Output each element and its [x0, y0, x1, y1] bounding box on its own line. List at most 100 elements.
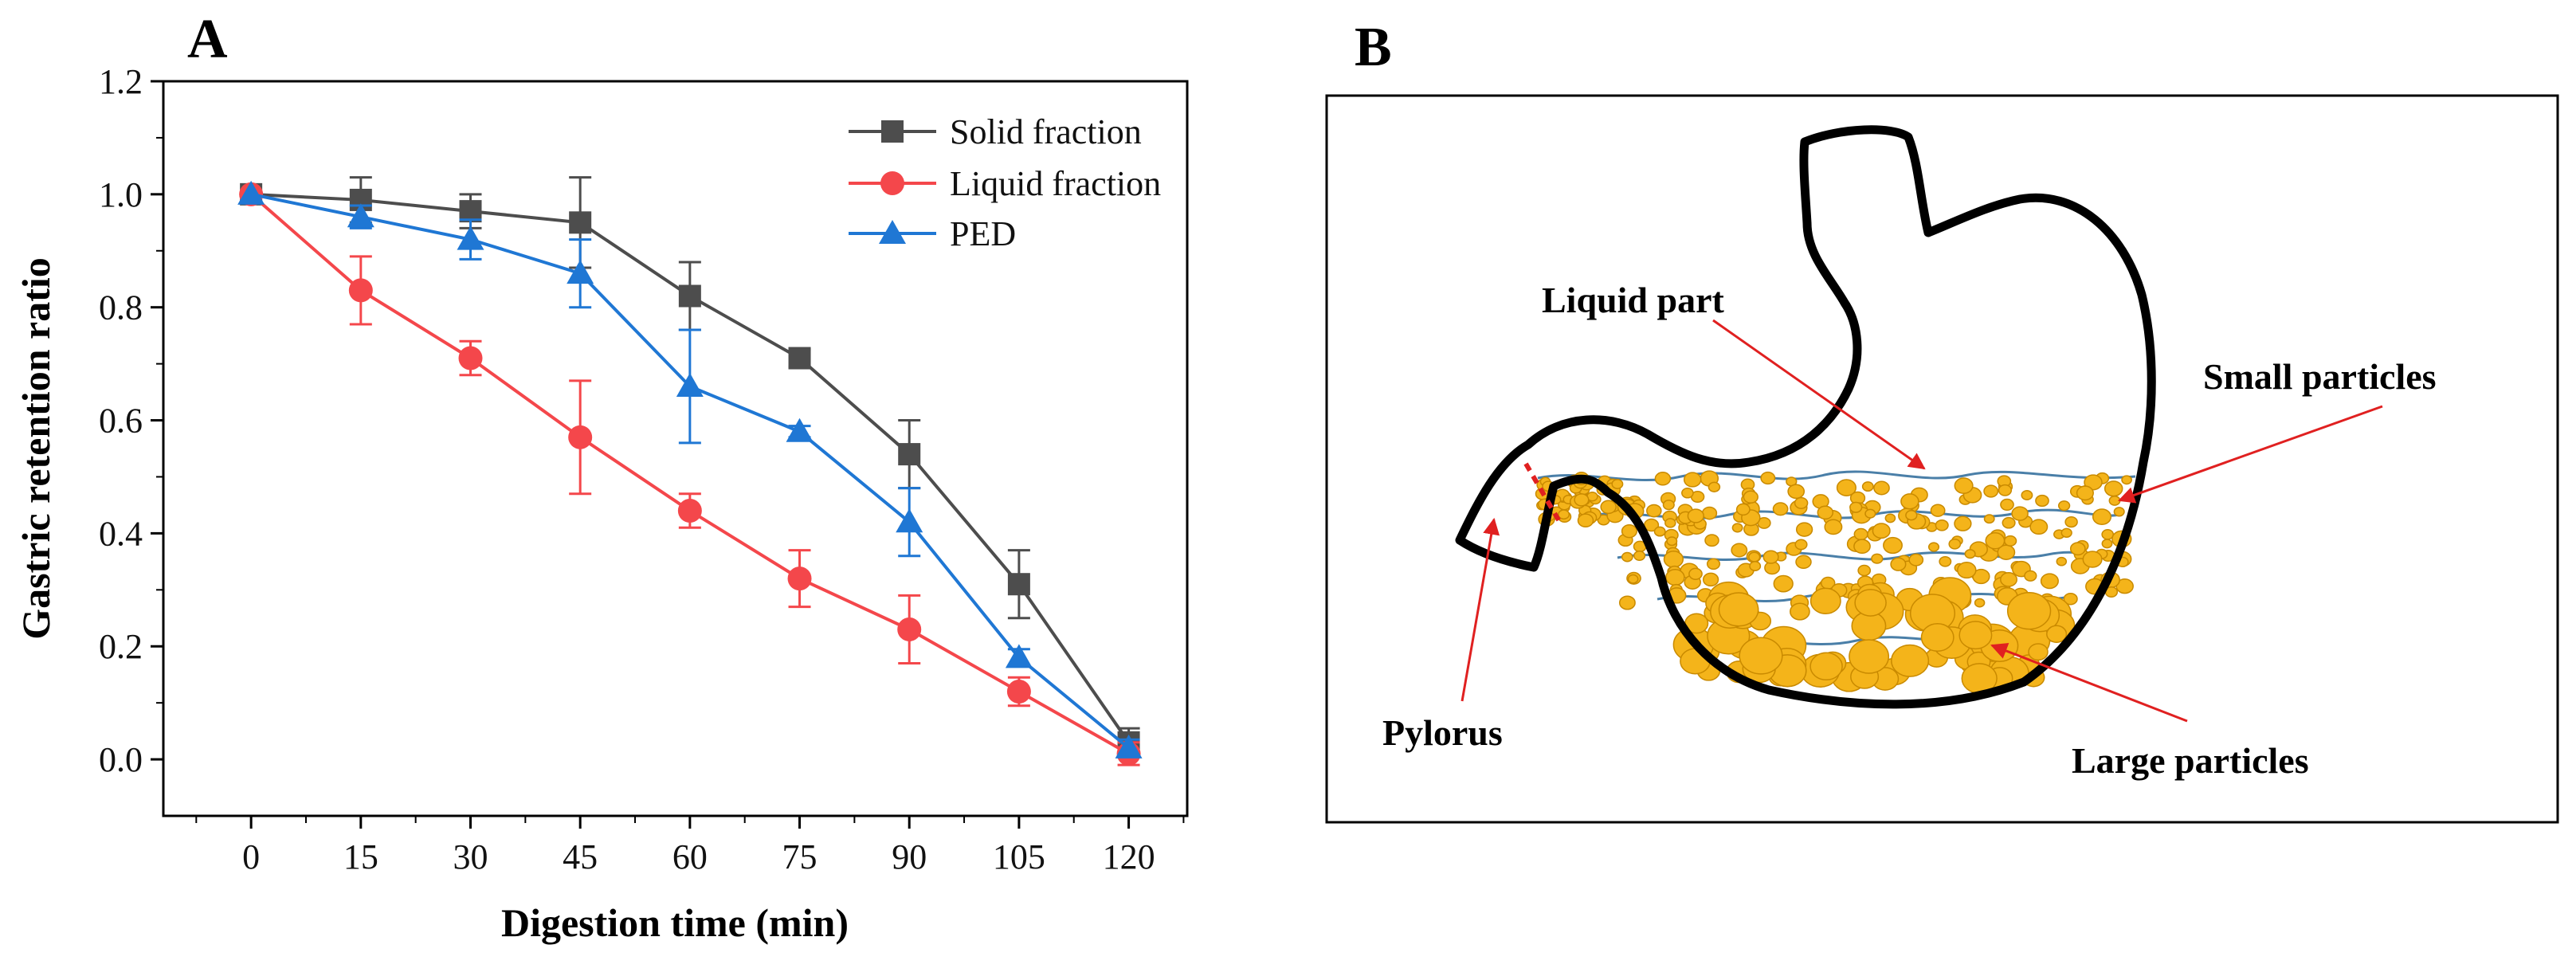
y-tick-label: 1.2: [99, 62, 143, 101]
x-tick-label: 45: [563, 837, 598, 876]
legend-item-solid: Solid fraction: [849, 112, 1142, 151]
particle: [1681, 488, 1694, 499]
particle: [1773, 574, 1794, 593]
data-point: [568, 425, 593, 449]
particle: [1621, 524, 1637, 539]
particle: [1864, 508, 1876, 519]
particle: [2069, 542, 2086, 556]
series-solid-fraction: [240, 176, 1140, 759]
particle: [2002, 516, 2016, 529]
particle: [1687, 508, 1704, 523]
y-tick-label: 0.2: [99, 627, 143, 666]
x-tick-label: 0: [242, 837, 260, 876]
particle: [1900, 493, 1919, 510]
x-tick-label: 15: [343, 837, 378, 876]
particle: [1853, 539, 1871, 555]
label-liquid-part: Liquid part: [1542, 280, 1724, 320]
panel-a-chart: A 0.0 0.2 0.4 0.6 0.8 1.0 1.2 0 15 30 45 60 75 90 105…: [14, 9, 1189, 945]
data-point: [1115, 734, 1143, 759]
particle: [2003, 535, 2017, 547]
particle: [2046, 625, 2068, 644]
particle: [2029, 519, 2049, 535]
data-point: [567, 260, 594, 284]
particle: [2000, 498, 2014, 512]
x-tick-label: 30: [453, 837, 488, 876]
particle: [1998, 484, 2013, 496]
particle: [1861, 481, 1874, 492]
data-point: [347, 203, 374, 228]
label-large-particles: Large particles: [2072, 740, 2309, 781]
particle: [1824, 519, 1843, 535]
particle: [2113, 507, 2125, 517]
particle: [1718, 592, 1759, 627]
particle: [1930, 504, 1946, 517]
particle: [1646, 504, 1662, 518]
particle: [1702, 572, 1719, 587]
particle: [2101, 539, 2113, 549]
particle: [1735, 503, 1751, 516]
particle: [1731, 543, 1748, 558]
pylorus-marker: [1523, 462, 1562, 524]
panel-a-letter: A: [187, 9, 228, 70]
particle: [1787, 484, 1806, 500]
data-point: [348, 278, 373, 303]
particle: [1739, 637, 1783, 675]
y-tick-label: 0.6: [99, 402, 143, 441]
data-point: [677, 499, 702, 523]
particle: [1809, 587, 1841, 614]
particle: [2011, 506, 2029, 521]
particle: [1772, 502, 1789, 516]
arrow-pylorus: [1461, 517, 1500, 702]
particle: [2006, 592, 2052, 630]
label-small-particles: Small particles: [2203, 356, 2437, 397]
particle: [1927, 542, 1940, 552]
data-point: [786, 417, 814, 442]
particle: [1809, 652, 1843, 681]
particle: [1790, 602, 1810, 621]
particle: [1974, 598, 1986, 608]
particle: [1983, 484, 1999, 498]
particle: [1871, 553, 1884, 564]
data-point: [1006, 679, 1031, 704]
series-ped: [237, 180, 1143, 759]
particle: [1849, 639, 1890, 674]
particle: [2064, 515, 2078, 528]
particle: [1985, 531, 2006, 550]
particle: [2021, 490, 2033, 500]
particle: [2057, 500, 2071, 512]
particle: [2028, 643, 2049, 661]
arrow-liquid-part: [1712, 319, 1926, 470]
data-point: [458, 346, 483, 370]
particle: [2035, 494, 2049, 508]
x-tick-label: 120: [1103, 837, 1155, 876]
panel-b-diagram: B Liquid part Small particles Pylorus La…: [1325, 17, 2559, 824]
particle: [2076, 485, 2094, 501]
x-tick-label: 105: [993, 837, 1045, 876]
legend-label-solid: Solid fraction: [950, 112, 1142, 151]
particle: [1665, 569, 1685, 586]
data-point: [678, 284, 701, 308]
particle: [1958, 621, 1993, 650]
particle: [1873, 480, 1890, 496]
particle: [1948, 538, 1962, 550]
particle: [1633, 550, 1646, 562]
particle: [1663, 551, 1684, 568]
particle: [1701, 506, 1718, 520]
particle: [1664, 518, 1676, 528]
x-tick-label: 75: [782, 837, 817, 876]
particle: [1964, 549, 1976, 559]
particle: [1743, 490, 1759, 504]
particle: [1574, 493, 1590, 507]
particle: [1939, 555, 1952, 567]
particle: [2104, 480, 2123, 497]
particle: [1905, 510, 1918, 521]
particle: [2101, 529, 2115, 540]
data-point: [457, 225, 484, 250]
data-point: [896, 508, 923, 533]
particle: [1611, 479, 1624, 489]
label-pylorus: Pylorus: [1382, 712, 1503, 753]
data-point: [676, 372, 704, 397]
particle: [1908, 553, 1924, 566]
particle: [1662, 500, 1675, 511]
